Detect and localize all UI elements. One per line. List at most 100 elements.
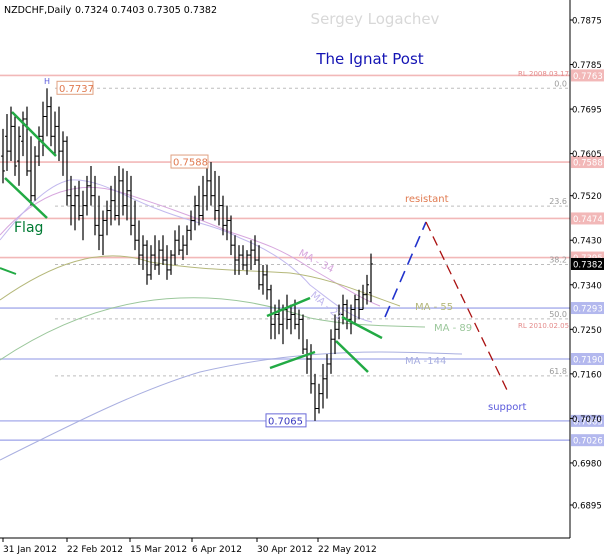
ohlc-bar — [125, 170, 129, 221]
y-tick-label: 0.7250 — [572, 326, 602, 336]
fibo-label: 61.8 — [549, 367, 567, 376]
ohlc-bar — [5, 114, 9, 171]
ohlc-bar — [129, 175, 133, 236]
ohlc-bar — [349, 304, 353, 335]
flag-line-lower — [4, 177, 48, 219]
ohlc-bar — [9, 106, 13, 162]
ohlc-bar — [153, 235, 157, 270]
fibo-layer: 0.0 23.6 38.2 50.0 61.8 — [55, 79, 570, 377]
x-tick-label: 22 May 2012 — [318, 545, 377, 555]
watermark: Sergey Logachev — [311, 10, 440, 28]
ohlc-bar — [165, 245, 169, 280]
flag-line-upper — [11, 111, 57, 157]
ohlc-bar — [261, 264, 265, 295]
fibo-label: 50.0 — [549, 310, 567, 319]
ohlc-bar — [277, 299, 281, 335]
price-mark-box — [56, 80, 94, 95]
ohlc-bar — [45, 88, 49, 137]
ohlc-bar — [369, 253, 373, 303]
ma-144-line — [0, 351, 463, 461]
price-mark-box — [170, 154, 209, 169]
ohlc-bar — [25, 106, 29, 176]
ohlc-bar — [305, 339, 309, 374]
ohlc-bar — [65, 136, 69, 206]
y-tick-label: 0.7520 — [572, 192, 602, 202]
ohlc-bar — [49, 96, 53, 147]
current-price-label: 0.7382 — [573, 260, 603, 270]
ohlc-bar — [141, 235, 145, 270]
flag-label: Flag — [14, 220, 43, 236]
y-tick-label: 0.7695 — [572, 106, 602, 116]
ohlc-bar — [113, 175, 117, 221]
ohlc-bar — [37, 126, 41, 166]
ohlc-bar — [233, 235, 237, 275]
level-axis-box — [571, 434, 604, 447]
level-axis-label: 0.7763 — [573, 72, 603, 82]
current-price-box — [571, 257, 604, 270]
ohlc-bar — [257, 245, 261, 290]
ohlc-bar — [161, 235, 165, 265]
ohlc-bar — [185, 225, 189, 256]
ohlc-bar — [317, 383, 321, 414]
level-axis-label: 0.7474 — [573, 215, 603, 225]
y-tick-label: 0.6980 — [572, 459, 602, 469]
ohlc-bar — [229, 215, 233, 256]
ohlc-bar — [53, 111, 57, 157]
y-tick-label: 0.7340 — [572, 281, 602, 291]
ohlc-bar — [245, 250, 249, 275]
channel-line-lower — [269, 350, 316, 370]
ohlc-bar — [249, 240, 253, 270]
channel-line-upper — [266, 296, 311, 318]
y-tick-label: 0.6895 — [572, 502, 602, 512]
x-tick-label: 30 Apr 2012 — [257, 545, 313, 555]
ohlc-bar — [289, 304, 293, 335]
trend-line-left — [0, 267, 17, 275]
ohlc-bar — [197, 185, 201, 226]
ohlc-bar — [69, 175, 73, 226]
x-tick-label: 6 Apr 2012 — [192, 545, 242, 555]
ohlc-bar — [273, 304, 277, 340]
level-axis-box — [571, 69, 604, 82]
ohlc-bar — [93, 175, 97, 236]
ma-34-line — [0, 186, 381, 307]
symbol-info: NZDCHF,Daily — [4, 5, 72, 16]
ohlc-bar — [117, 165, 121, 226]
ma-89-line — [0, 297, 426, 361]
ohlc-bar — [337, 304, 341, 340]
ohlc-bar — [301, 314, 305, 355]
ohlc-bar — [333, 314, 337, 355]
ohlc-bar — [365, 274, 369, 305]
levels-layer: 0.77630.75880.74740.73950.72930.71900.70… — [0, 69, 604, 447]
ohlc-bar — [353, 294, 357, 325]
ohlc-values: 0.7324 0.7403 0.7305 0.7382 — [75, 5, 217, 16]
ohlc-bar — [169, 250, 173, 275]
resistant-label: resistant — [405, 194, 449, 205]
ohlc-bar — [121, 168, 125, 216]
ohlc-bar — [81, 190, 85, 241]
ohlc-bar — [217, 175, 221, 226]
ohlc-bar — [253, 235, 257, 265]
ohlc-bar — [193, 195, 197, 231]
h-marker: H — [44, 77, 50, 86]
ohlc-bar — [101, 210, 105, 256]
ohlc-bar — [269, 284, 273, 340]
ohlc-bar — [89, 165, 93, 206]
moving-averages-layer — [0, 179, 463, 461]
price-mark-label: 0.7065 — [268, 416, 303, 427]
ohlc-bar — [133, 200, 137, 251]
ma-89-label: MA - 89 — [434, 323, 472, 334]
ma-55-label: MA - 55 — [415, 302, 453, 313]
ohlc-bar — [149, 245, 153, 280]
ohlc-bar — [221, 195, 225, 236]
ohlc-bar — [201, 175, 205, 221]
wedge-line-lower — [335, 340, 369, 373]
level-axis-box — [571, 302, 604, 315]
wedge-line-upper — [341, 315, 383, 340]
ohlc-bar — [209, 162, 213, 206]
level-axis-label: 0.7293 — [573, 305, 603, 315]
ohlc-bar — [189, 210, 193, 241]
ohlc-bar — [265, 264, 269, 300]
level-axis-box — [571, 353, 604, 366]
ohlc-bar — [225, 205, 229, 241]
